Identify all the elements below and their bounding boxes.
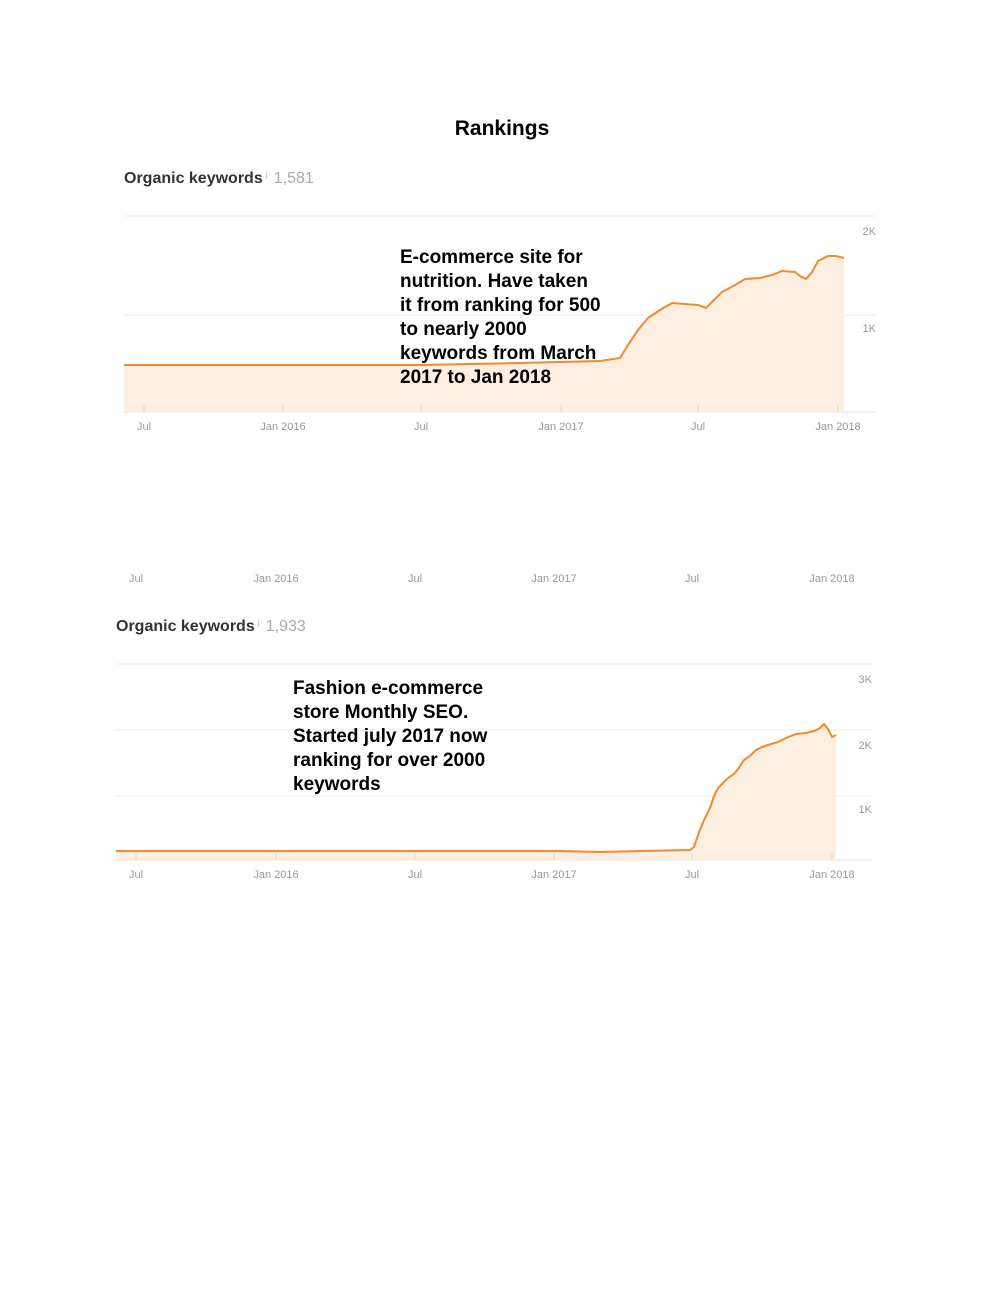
info-icon[interactable]: i — [257, 618, 260, 628]
y-tick-label: 2K — [859, 740, 873, 752]
x-tick-label: Jan 2016 — [260, 421, 305, 433]
x-tick-label: Jan 2017 — [531, 573, 576, 585]
x-tick-label: Jan 2017 — [531, 869, 576, 881]
x-tick-label: Jan 2018 — [815, 421, 860, 433]
annotation-line: ranking for over 2000 — [293, 750, 486, 771]
x-tick-label: Jul — [129, 869, 143, 881]
chart-1-annotation: E-commerce site for nutrition. Have take… — [400, 246, 601, 390]
x-tick-label: Jul — [408, 573, 422, 585]
x-tick-label: Jan 2016 — [253, 573, 298, 585]
x-tick-label: Jul — [129, 573, 143, 585]
info-icon[interactable]: i — [265, 170, 268, 180]
y-tick-label: 2K — [863, 226, 877, 238]
stray-x-axis: Jul Jan 2016 Jul Jan 2017 Jul Jan 2018 — [129, 573, 855, 585]
x-tick-label: Jul — [408, 869, 422, 881]
chart-2-annotation: Fashion e-commerce store Monthly SEO. St… — [293, 677, 487, 797]
y-tick-label: 1K — [859, 804, 873, 816]
annotation-line: store Monthly SEO. — [293, 702, 469, 723]
series-line — [124, 255, 845, 366]
annotation-line: Started july 2017 now — [293, 726, 488, 747]
organic-keywords-header-2: Organic keywords i 1,933 — [116, 618, 306, 636]
y-tick-label: 1K — [863, 323, 877, 335]
organic-keywords-label: Organic keywords — [116, 618, 255, 635]
y-tick-label: 3K — [859, 674, 873, 686]
x-tick-label: Jul — [691, 421, 705, 433]
annotation-line: nutrition. Have taken — [400, 271, 588, 292]
annotation-line: to nearly 2000 — [400, 319, 527, 340]
x-tick-label: Jul — [414, 421, 428, 433]
annotation-line: 2017 to Jan 2018 — [400, 367, 552, 388]
organic-keywords-count: 1,581 — [273, 170, 314, 187]
x-tick-label: Jan 2017 — [538, 421, 583, 433]
x-tick-marks — [135, 853, 833, 860]
annotation-line: E-commerce site for — [400, 247, 583, 268]
annotation-line: it from ranking for 500 — [400, 295, 601, 316]
x-tick-label: Jan 2018 — [809, 573, 854, 585]
x-tick-label: Jan 2016 — [253, 869, 298, 881]
page-title: Rankings — [454, 117, 550, 140]
area-fill — [124, 256, 844, 412]
keywords-chart-2: Jul Jan 2016 Jul Jan 2017 Jul Jan 2018 3… — [116, 663, 873, 881]
keywords-chart-1: Jul Jan 2016 Jul Jan 2017 Jul Jan 2018 2… — [124, 215, 877, 433]
organic-keywords-count: 1,933 — [265, 618, 306, 635]
annotation-line: keywords from March — [400, 343, 597, 364]
x-tick-label: Jul — [685, 573, 699, 585]
area-fill — [116, 724, 836, 860]
x-tick-label: Jan 2018 — [809, 869, 854, 881]
organic-keywords-header-1: Organic keywords i 1,581 — [124, 170, 314, 188]
x-tick-label: Jul — [137, 421, 151, 433]
series-line — [116, 722, 837, 854]
x-tick-marks — [143, 405, 839, 412]
organic-keywords-label: Organic keywords — [124, 170, 263, 187]
x-tick-label: Jul — [685, 869, 699, 881]
annotation-line: keywords — [293, 774, 381, 795]
annotation-line: Fashion e-commerce — [293, 678, 484, 699]
